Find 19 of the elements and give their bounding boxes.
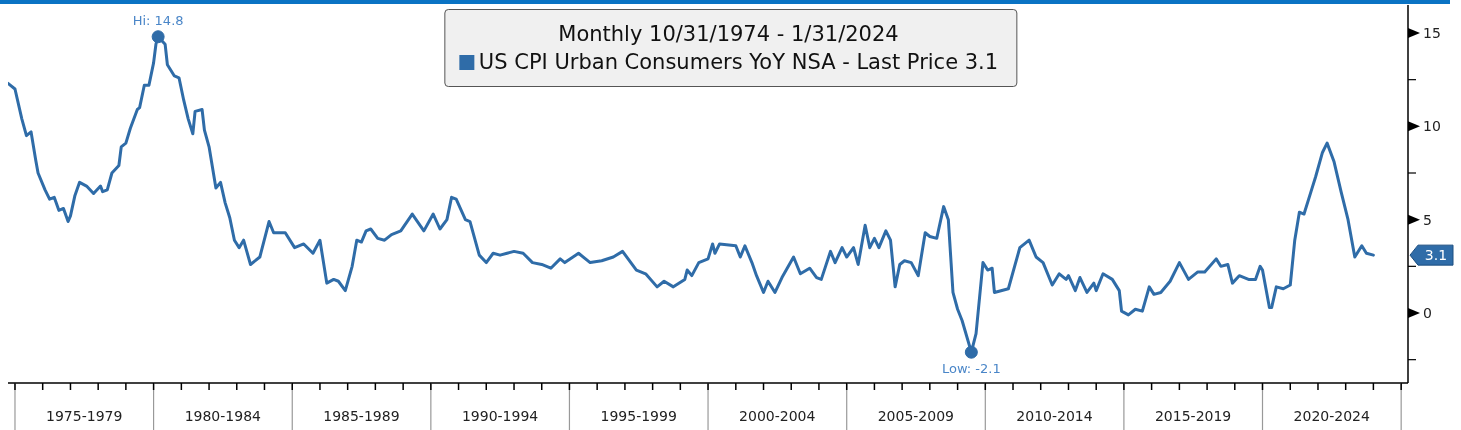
annotation: Low: -2.1 — [941, 361, 1001, 377]
x-tick-label: 2020-2024 — [1293, 408, 1370, 424]
annotation: Hi: 14.8 — [132, 12, 184, 28]
x-tick-label: 1980-1984 — [184, 408, 262, 424]
y-tick-label: 0 — [1423, 305, 1432, 321]
legend-title: Monthly 10/31/1974 - 1/31/2024 — [557, 21, 900, 48]
x-tick-label: 2015-2019 — [1154, 408, 1232, 424]
x-tick-label: 2005-2009 — [877, 408, 955, 424]
text: 3.1 — [1424, 247, 1448, 264]
x-tick-label: 1985-1989 — [323, 408, 400, 424]
x-tick-label: 2000-2004 — [739, 408, 816, 424]
legend-label: US CPI Urban Consumers YoY NSA - Last Price 3.1 — [478, 49, 999, 76]
x-tick-label: 1995-1999 — [600, 408, 677, 424]
y-tick-label: 10 — [1423, 118, 1441, 135]
y-tick-label: 15 — [1423, 25, 1441, 41]
x-tick-label: 2010-2014 — [1016, 408, 1093, 424]
x-tick-label: 1975-1979 — [46, 408, 123, 424]
y-tick-label: 5 — [1423, 211, 1432, 228]
x-tick-label: 1990-1994 — [461, 408, 539, 424]
